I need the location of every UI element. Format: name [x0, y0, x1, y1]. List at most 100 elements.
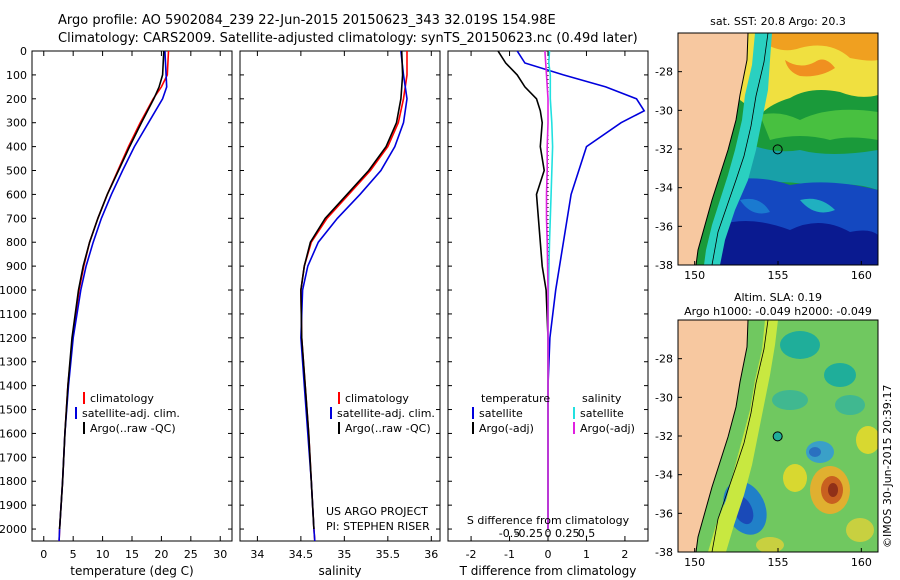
x-tick-label: 34.5: [289, 548, 314, 561]
lat-tick-label: -34: [655, 182, 673, 195]
coast-shelf-band: [704, 33, 772, 265]
lat-tick-label: -36: [655, 220, 673, 233]
sla-map-subtitle: Argo h1000: -0.049 h2000: -0.049: [684, 305, 872, 318]
salinity-series: [300, 51, 408, 541]
lon-tick-label: 155: [768, 269, 789, 282]
s-difference-axis-label: S difference from climatology: [467, 514, 630, 527]
legend-label-satellite: satellite-adj. clim.: [82, 407, 180, 420]
x-tick-label: 5: [70, 548, 77, 561]
lon-tick-label: 160: [851, 556, 872, 569]
depth-tick-label: 700: [6, 212, 27, 225]
lat-tick-label: -36: [655, 507, 673, 520]
legend-heading-temperature: temperature: [481, 392, 550, 405]
depth-tick-label: 1800: [0, 475, 27, 488]
salinity-axis-label: salinity: [318, 564, 361, 578]
project-credit: US ARGO PROJECT: [326, 505, 428, 518]
sla-map-axes: 150 155 160 -28 -30 -32 -34 -36 -38: [655, 353, 872, 569]
t-difference-axis: -2 -1 0 1 2: [466, 51, 628, 561]
depth-tick-label: 2000: [0, 523, 27, 536]
series-line-satellite-adj-clim: [58, 51, 168, 541]
figure-subtitle: Climatology: CARS2009. Satellite-adjuste…: [58, 31, 638, 46]
x-tick-label: 25: [184, 548, 198, 561]
land-mass: [678, 320, 748, 552]
sla-map-title: Altim. SLA: 0.19: [734, 291, 822, 304]
t-difference-axis-label: T difference from climatology: [459, 564, 637, 578]
legend-label-s-satellite: satellite: [580, 407, 624, 420]
depth-tick-label: 400: [6, 141, 27, 154]
lat-tick-label: -30: [655, 391, 673, 404]
x-tick-label: 35: [337, 548, 351, 561]
coast-band: [708, 320, 778, 552]
legend-label-climatology: climatology: [90, 392, 154, 405]
difference-legend: temperature satellite Argo(-adj) salinit…: [472, 392, 635, 435]
salinity-legend: climatology satellite-adj. clim. Argo(..…: [326, 392, 435, 533]
lat-tick-label: -28: [655, 353, 673, 366]
x-tick-label: 15: [125, 548, 139, 561]
depth-tick-label: 1900: [0, 499, 27, 512]
x-tick-label: -2: [466, 548, 477, 561]
legend-label-argo: Argo(..raw -QC): [90, 422, 176, 435]
series-line-climatology: [58, 51, 170, 541]
temperature-legend: climatology satellite-adj. clim. Argo(..…: [75, 392, 180, 435]
top-tick-label: 0.25: [555, 527, 580, 540]
legend-label-satellite: satellite-adj. clim.: [337, 407, 435, 420]
depth-tick-label: 1500: [0, 404, 27, 417]
series-line-satellite: [516, 51, 646, 529]
legend-heading-salinity: salinity: [582, 392, 622, 405]
depth-tick-label: 500: [6, 165, 27, 178]
x-tick-label: 0: [545, 548, 552, 561]
salinity-axis: 34 34.5 35 35.5 36: [250, 51, 438, 561]
imos-credit: ©IMOS 30-Jun-2015 20:39:17: [881, 384, 894, 548]
top-tick-label: 0: [545, 527, 552, 540]
x-tick-label: 20: [154, 548, 168, 561]
legend-label-t-argo: Argo(-adj): [479, 422, 534, 435]
x-tick-label: 36: [424, 548, 438, 561]
figure-title: Argo profile: AO 5902084_239 22-Jun-2015…: [58, 13, 556, 28]
lon-tick-label: 150: [684, 269, 705, 282]
profile-location-marker: [772, 144, 783, 155]
pi-credit: PI: STEPHEN RISER: [326, 520, 430, 533]
legend-label-t-satellite: satellite: [479, 407, 523, 420]
x-tick-label: 2: [621, 548, 628, 561]
salinity-panel: [239, 50, 441, 542]
series-line-argo-adj: [544, 51, 549, 529]
lon-tick-label: 160: [851, 269, 872, 282]
lat-tick-label: -38: [655, 546, 673, 559]
top-tick-label: -0.25: [515, 527, 543, 540]
depth-tick-label: 200: [6, 93, 27, 106]
lon-tick-label: 155: [768, 556, 789, 569]
lat-tick-label: -28: [655, 66, 673, 79]
land-mass: [678, 33, 748, 265]
depth-tick-label: 1200: [0, 332, 27, 345]
depth-tick-label: 1600: [0, 427, 27, 440]
series-line-climatology: [300, 51, 408, 541]
depth-tick-label: 1400: [0, 380, 27, 393]
series-line-argo-raw-qc: [58, 51, 165, 530]
x-tick-label: 34: [250, 548, 264, 561]
top-tick-label: 0.5: [578, 527, 596, 540]
temperature-panel: [31, 50, 233, 542]
x-tick-label: 35.5: [376, 548, 401, 561]
series-line-satellite-adj-clim: [300, 51, 408, 541]
difference-series: [497, 51, 646, 529]
x-tick-label: 0: [40, 548, 47, 561]
depth-tick-label: 1700: [0, 451, 27, 464]
sst-map-axes: 150 155 160 -28 -30 -32 -34 -36 -38: [655, 66, 872, 282]
s-difference-tick-labels: -0.5-0.25 0 0.250.5: [499, 527, 595, 540]
depth-tick-label: 300: [6, 117, 27, 130]
x-tick-label: 1: [583, 548, 590, 561]
depth-tick-label: 0: [20, 45, 27, 58]
x-tick-label: 10: [96, 548, 110, 561]
depth-tick-label: 800: [6, 236, 27, 249]
lat-tick-label: -38: [655, 259, 673, 272]
top-tick-label: -0.5: [499, 527, 520, 540]
legend-label-climatology: climatology: [345, 392, 409, 405]
temperature-axis-label: temperature (deg C): [70, 564, 193, 578]
legend-label-s-argo: Argo(-adj): [580, 422, 635, 435]
sst-map-title: sat. SST: 20.8 Argo: 20.3: [710, 15, 846, 28]
x-tick-label: -1: [504, 548, 515, 561]
lon-tick-label: 150: [684, 556, 705, 569]
depth-tick-label: 1000: [0, 284, 27, 297]
temperature-axis: 0 5 10 15 20 25 30: [40, 51, 227, 561]
